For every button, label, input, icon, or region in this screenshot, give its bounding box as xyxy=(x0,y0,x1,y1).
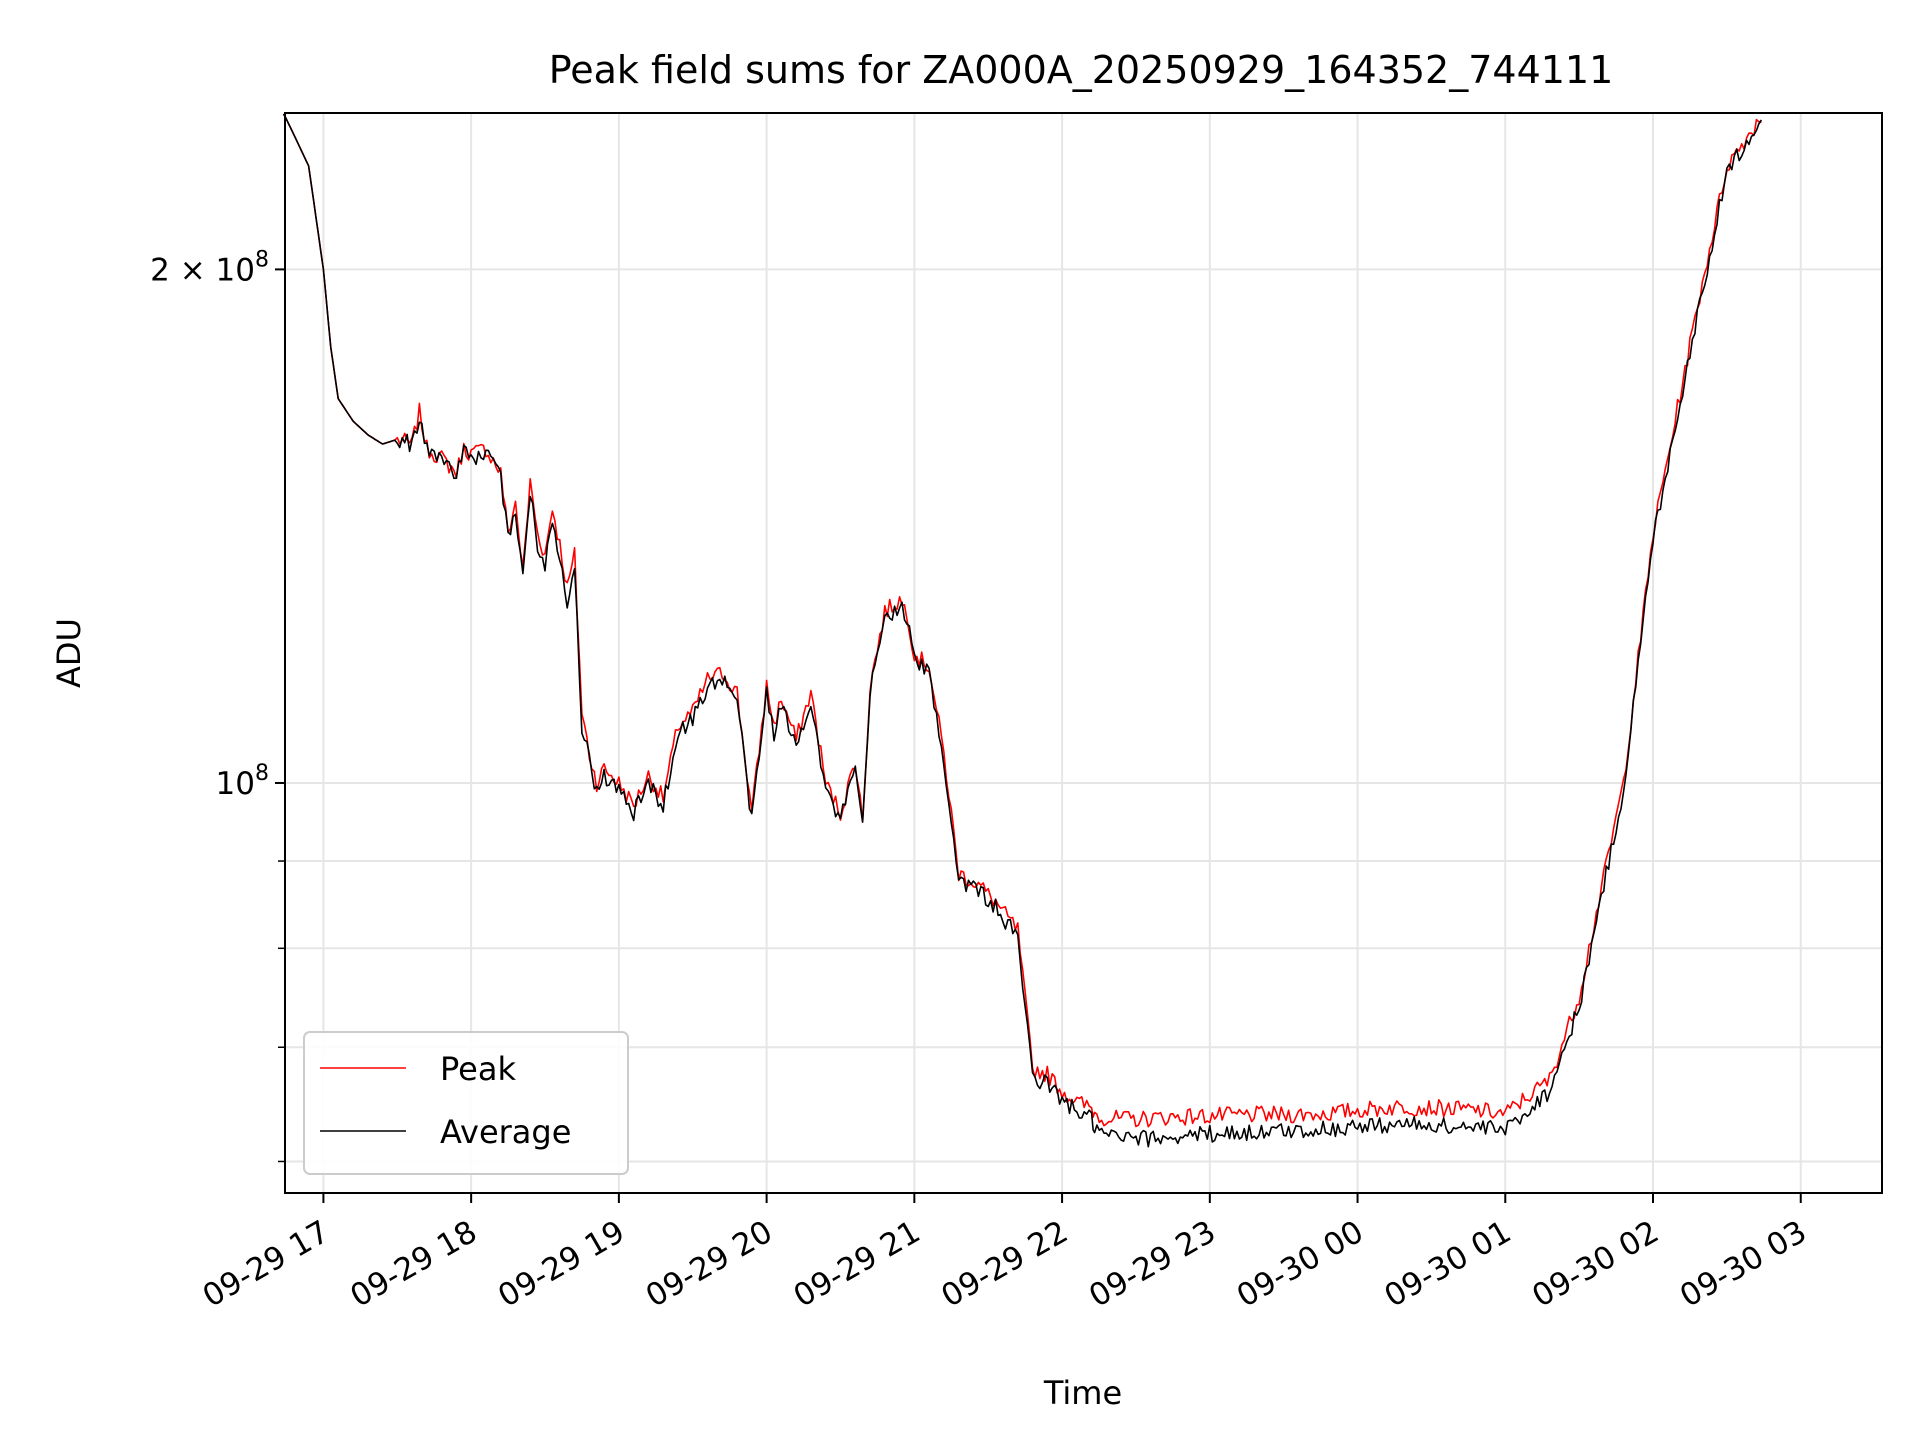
series-line-average xyxy=(282,113,1763,1148)
legend-peak-label: Peak xyxy=(440,1050,516,1088)
series-line-peak xyxy=(282,113,1762,1128)
plot-frame xyxy=(284,112,1883,1194)
grid xyxy=(285,113,1882,1193)
legend: Peak Average xyxy=(303,1031,629,1175)
series-layer xyxy=(282,113,1763,1148)
chart-title: Peak field sums for ZA000A_20250929_1643… xyxy=(549,48,1614,92)
x-axis-label: Time xyxy=(1043,1374,1122,1412)
legend-average-label: Average xyxy=(440,1113,571,1151)
y-axis-label: ADU xyxy=(50,618,88,688)
y-tick-label: 108 xyxy=(216,761,269,802)
y-tick-label: 2 × 108 xyxy=(150,247,269,288)
